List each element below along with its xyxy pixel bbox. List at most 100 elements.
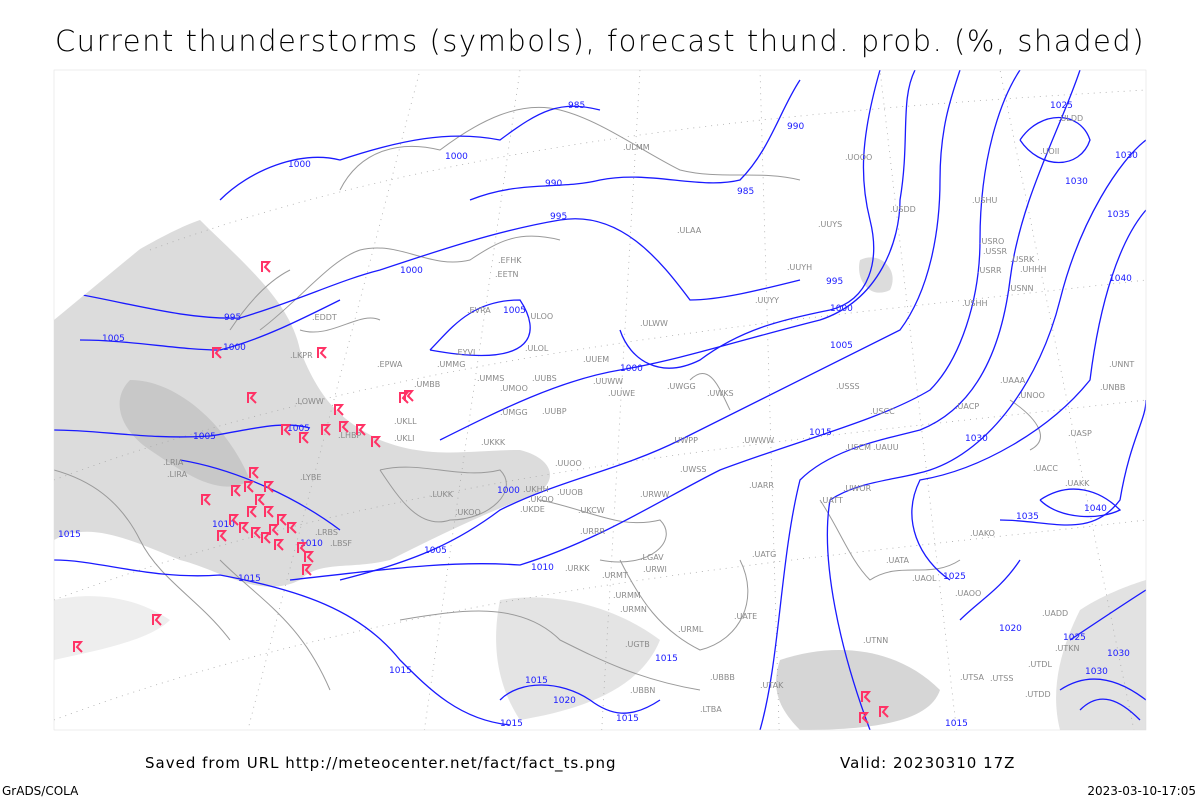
thunderstorm-symbol xyxy=(261,261,272,273)
thunderstorm-symbol xyxy=(356,424,367,436)
thunderstorm-symbol xyxy=(231,485,242,497)
station-label: .EFHK xyxy=(498,256,522,265)
thunderstorm-symbol xyxy=(304,551,315,563)
isobars xyxy=(54,70,1146,730)
isobar-label: 1005 xyxy=(503,306,526,316)
source-url-text: Saved from URL http://meteocenter.net/fa… xyxy=(145,754,617,772)
station-label: .UAOL xyxy=(912,574,937,583)
station-label: .URKK xyxy=(565,564,590,573)
thunderstorm-symbol xyxy=(255,494,266,506)
station-label: .UATA xyxy=(886,556,910,565)
thunderstorm-symbol xyxy=(299,432,310,444)
station-label: .UUEM xyxy=(583,355,609,364)
valid-time-text: Valid: 20230310 17Z xyxy=(840,754,1016,772)
thunderstorm-symbol xyxy=(274,539,285,551)
station-label: .ULOL xyxy=(525,344,549,353)
thunderstorm-symbol xyxy=(152,614,163,626)
station-label: .UATT xyxy=(820,496,843,505)
isobar-label: 1015 xyxy=(809,428,832,438)
station-labels: .ULAA .UUYH .UUYY .ULWW .EVRA .ULOO .ULOL .EYVI… xyxy=(163,114,1134,714)
station-label: .UKLI xyxy=(394,434,414,443)
isobar-label: 1005 xyxy=(102,334,125,344)
thunderstorm-symbol xyxy=(277,514,288,526)
isobar-labels: 985 990 985 1000 990 995 1000 1000 995 1… xyxy=(58,101,1138,729)
station-label: .UAOO xyxy=(955,589,981,598)
isobar-label: 1020 xyxy=(999,624,1022,634)
isobar-label: 1010 xyxy=(531,563,554,573)
station-label: .USSS xyxy=(836,382,860,391)
station-label: .UASP xyxy=(1068,429,1092,438)
station-label: .UMGG xyxy=(500,408,528,417)
isobar-label: 1015 xyxy=(655,654,678,664)
station-label: .UWSS xyxy=(680,465,706,474)
station-label: .UOII xyxy=(1040,147,1059,156)
station-label: .UUYS xyxy=(818,220,842,229)
isobar-label: 1025 xyxy=(1050,101,1073,111)
isobar-label: 990 xyxy=(545,179,562,189)
station-label: .UHHH xyxy=(1020,265,1046,274)
station-label: .LYBE xyxy=(300,473,321,482)
isobar-label: 1030 xyxy=(1065,177,1088,187)
station-label: .USRR xyxy=(977,266,1002,275)
thunderstorm-symbol xyxy=(229,514,240,526)
thunderstorm-symbol xyxy=(317,347,328,359)
station-label: .USSR xyxy=(983,247,1008,256)
thunderstorm-symbol xyxy=(247,392,258,404)
isobar-label: 1005 xyxy=(830,341,853,351)
thunderstorm-symbol xyxy=(321,424,332,436)
station-label: .EDDT xyxy=(312,313,337,322)
isobar-label: 1030 xyxy=(965,434,988,444)
station-label: .UTSA xyxy=(960,673,985,682)
station-label: .UWGG xyxy=(667,382,696,391)
station-label: .UKLL xyxy=(394,417,417,426)
station-label: .UKHH xyxy=(523,485,549,494)
station-label: .USRO xyxy=(979,237,1004,246)
station-label: .UATE xyxy=(734,612,757,621)
station-label: .EVRA xyxy=(467,306,491,315)
thunderstorm-symbol xyxy=(861,691,872,703)
station-label: .UTKN xyxy=(1055,644,1080,653)
station-label: .UNNT xyxy=(1109,360,1134,369)
station-label: .URMT xyxy=(602,571,628,580)
isobar-label: 985 xyxy=(737,187,754,197)
thunderstorm-symbol xyxy=(217,530,228,542)
station-label: .LBSF xyxy=(330,539,352,548)
thunderstorm-symbol xyxy=(201,494,212,506)
thunderstorm-symbol xyxy=(249,467,260,479)
station-label: .UMBB xyxy=(414,380,440,389)
thunderstorm-symbol xyxy=(339,421,350,433)
station-label: .USCC xyxy=(870,407,895,416)
station-label: .URWI xyxy=(643,565,667,574)
station-label: .URRR xyxy=(580,527,606,536)
thunderstorm-symbol xyxy=(287,522,298,534)
isobar-label: 1025 xyxy=(943,572,966,582)
station-label: .USCM xyxy=(845,443,871,452)
isobar-label: 1000 xyxy=(497,486,520,496)
isobar-label: 995 xyxy=(826,277,843,287)
isobar-label: 995 xyxy=(550,212,567,222)
station-label: .UTAK xyxy=(760,681,784,690)
isobar-label: 1025 xyxy=(1063,633,1086,643)
thunderstorm-symbol xyxy=(334,404,345,416)
station-label: .UKOO xyxy=(455,508,481,517)
station-label: .UAAA xyxy=(1000,376,1026,385)
isobar-label: 1015 xyxy=(525,676,548,686)
isobar-label: 1015 xyxy=(238,574,261,584)
station-label: .UWOR xyxy=(843,484,872,493)
station-label: .UNOO xyxy=(1018,391,1045,400)
isobar-label: 1000 xyxy=(400,266,423,276)
station-label: .URMN xyxy=(620,605,647,614)
coastlines xyxy=(54,106,1041,691)
isobar-label: 995 xyxy=(224,313,241,323)
station-label: .UACP xyxy=(955,402,979,411)
station-label: .UUBP xyxy=(542,407,567,416)
station-label: .UWKS xyxy=(707,389,734,398)
thunderstorm-symbol xyxy=(269,524,280,536)
isobar-label: 1015 xyxy=(500,719,523,729)
station-label: .UUWE xyxy=(608,389,635,398)
station-label: .USHH xyxy=(962,299,988,308)
isobar-label: 985 xyxy=(568,101,585,111)
isobar-label: 1000 xyxy=(830,304,853,314)
station-label: .UBBN xyxy=(630,686,655,695)
station-label: .UATG xyxy=(752,550,776,559)
